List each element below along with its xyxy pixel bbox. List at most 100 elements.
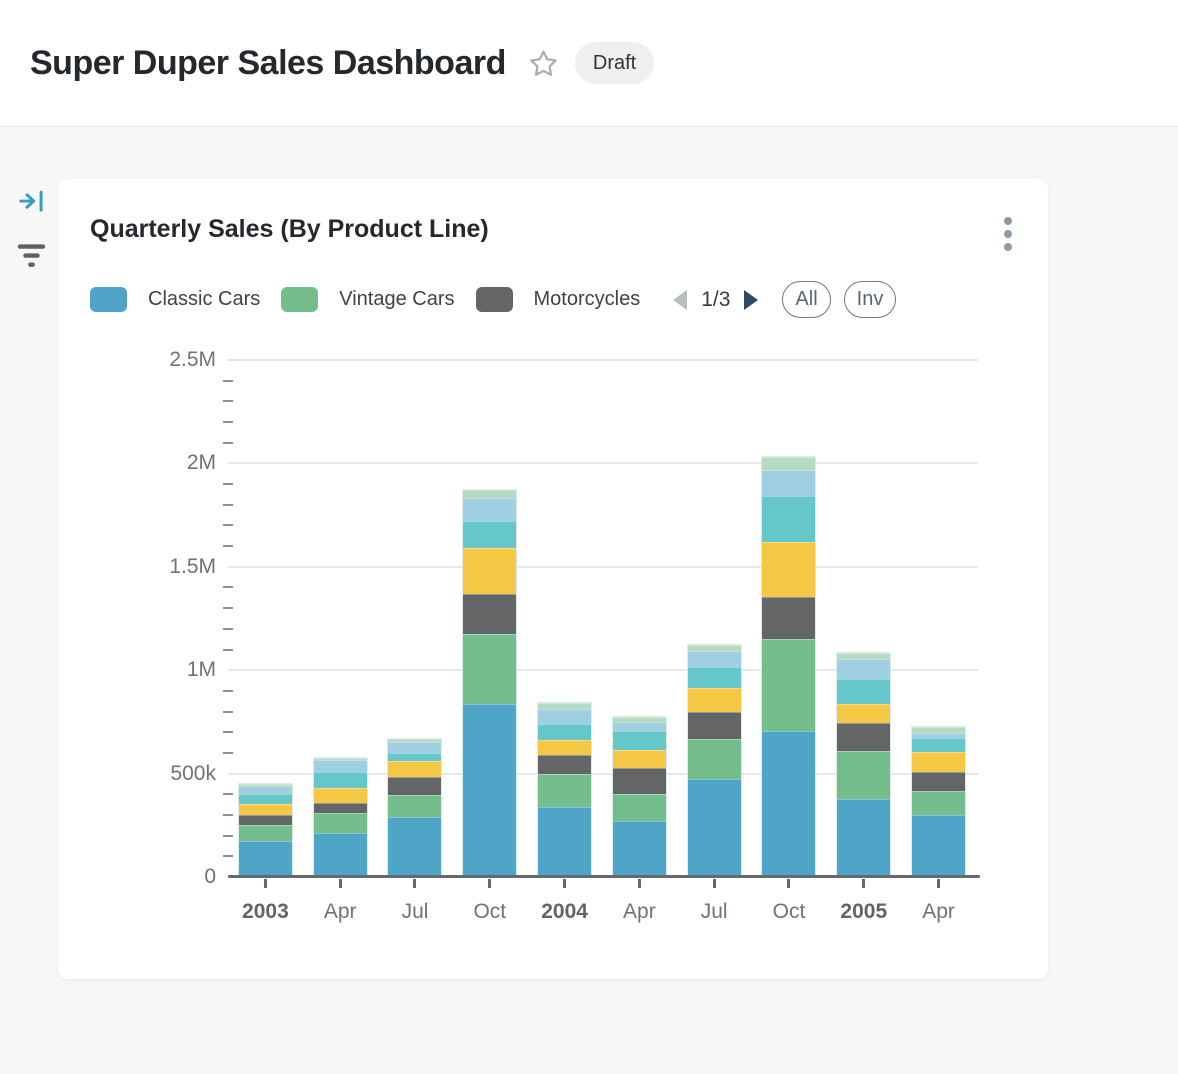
bar-segment[interactable] <box>538 740 592 755</box>
bar-segment[interactable] <box>538 806 592 876</box>
legend-item-2[interactable]: Motorcycles <box>475 287 640 312</box>
bar-segment[interactable] <box>388 739 442 743</box>
bar-segment[interactable] <box>463 497 517 521</box>
x-axis-label: Oct <box>473 900 507 923</box>
x-axis-label: Jul <box>401 900 429 923</box>
bar-segment[interactable] <box>388 761 442 777</box>
bar-segment[interactable] <box>912 726 966 733</box>
bar-segment[interactable] <box>612 721 666 731</box>
legend-next-icon[interactable] <box>744 289 759 310</box>
bar-segment[interactable] <box>612 767 666 794</box>
bar-segment[interactable] <box>837 750 891 799</box>
collapse-panel-icon[interactable] <box>18 187 45 214</box>
bar-segment[interactable] <box>238 803 292 816</box>
bar-segment[interactable] <box>463 703 517 876</box>
y-minor-tick <box>223 834 233 837</box>
bar-segment[interactable] <box>762 457 816 471</box>
legend-pager: 1/3 <box>673 288 759 312</box>
bar-segment[interactable] <box>912 815 966 876</box>
invert-selection-button[interactable]: Inv <box>843 281 897 318</box>
bar-segment[interactable] <box>238 841 292 876</box>
bar-segment[interactable] <box>388 816 442 876</box>
bar-segment[interactable] <box>687 712 741 739</box>
bar-segment[interactable] <box>912 771 966 791</box>
x-axis-label: 2004 <box>541 900 588 923</box>
bar-group: 2003 <box>228 354 303 923</box>
bar-segment[interactable] <box>687 644 741 652</box>
y-minor-tick <box>223 648 233 651</box>
bar-segment[interactable] <box>238 794 292 804</box>
bar-segment[interactable] <box>313 832 367 876</box>
kebab-menu-icon[interactable] <box>1000 209 1016 259</box>
bar-segment[interactable] <box>762 730 816 876</box>
bar-group: Apr <box>303 354 378 923</box>
bar-segment[interactable] <box>912 791 966 815</box>
bar-segment[interactable] <box>313 787 367 803</box>
bar-group: Apr <box>901 354 976 923</box>
bar-segment[interactable] <box>837 798 891 876</box>
stacked-bar <box>462 489 518 877</box>
select-all-button[interactable]: All <box>782 281 831 318</box>
bar-segment[interactable] <box>538 724 592 741</box>
legend-item-1[interactable]: Vintage Cars <box>281 287 455 312</box>
bar-segment[interactable] <box>313 760 367 773</box>
bar-segment[interactable] <box>388 776 442 796</box>
bar-segment[interactable] <box>762 597 816 640</box>
bar-segment[interactable] <box>463 548 517 594</box>
bar-segment[interactable] <box>388 742 442 754</box>
bar-segment[interactable] <box>612 730 666 751</box>
bar-segment[interactable] <box>463 634 517 704</box>
bar-segment[interactable] <box>612 821 666 876</box>
stacked-bar <box>312 756 368 878</box>
bar-segment[interactable] <box>538 708 592 725</box>
bar-segment[interactable] <box>463 593 517 635</box>
bar-segment[interactable] <box>687 666 741 689</box>
bar-segment[interactable] <box>912 752 966 772</box>
bar-segment[interactable] <box>388 753 442 762</box>
bar-segment[interactable] <box>612 716 666 722</box>
bar-segment[interactable] <box>313 757 367 761</box>
bar-segment[interactable] <box>238 785 292 795</box>
y-minor-tick <box>223 855 233 858</box>
bar-segment[interactable] <box>538 702 592 709</box>
bar-segment[interactable] <box>238 824 292 842</box>
bar-segment[interactable] <box>837 653 891 660</box>
bar-segment[interactable] <box>762 496 816 543</box>
bar-segment[interactable] <box>463 490 517 498</box>
legend-item-0[interactable]: Classic Cars <box>90 287 260 312</box>
bar-segment[interactable] <box>463 520 517 549</box>
bar-segment[interactable] <box>612 750 666 768</box>
bar-segment[interactable] <box>687 688 741 713</box>
bar-segment[interactable] <box>837 723 891 751</box>
bar-segment[interactable] <box>612 793 666 822</box>
bar-segment[interactable] <box>238 783 292 786</box>
bar-segment[interactable] <box>687 738 741 780</box>
star-icon[interactable] <box>528 48 559 79</box>
bar-segment[interactable] <box>687 779 741 876</box>
bar-segment[interactable] <box>313 802 367 813</box>
legend-prev-icon[interactable] <box>673 289 688 310</box>
y-minor-tick <box>223 710 233 713</box>
bar-segment[interactable] <box>762 470 816 497</box>
page-title: Super Duper Sales Dashboard <box>30 43 506 82</box>
x-axis-tick <box>712 879 716 888</box>
bar-segment[interactable] <box>313 772 367 788</box>
filter-icon[interactable] <box>17 240 46 270</box>
bar-segment[interactable] <box>538 754 592 774</box>
bar-segment[interactable] <box>388 795 442 817</box>
y-axis-label: 2M <box>186 451 216 475</box>
bar-segment[interactable] <box>912 732 966 739</box>
legend-row: Classic Cars Vintage Cars Motorcycles 1/3 … <box>90 281 1016 318</box>
bar-segment[interactable] <box>837 678 891 705</box>
bar-segment[interactable] <box>837 659 891 679</box>
bar-segment[interactable] <box>912 738 966 753</box>
x-axis-label: Apr <box>623 900 656 923</box>
bar-segment[interactable] <box>238 815 292 825</box>
chart-card: Quarterly Sales (By Product Line) Classi… <box>58 179 1048 979</box>
bar-segment[interactable] <box>837 704 891 724</box>
bar-segment[interactable] <box>313 812 367 833</box>
bar-segment[interactable] <box>538 773 592 807</box>
bar-segment[interactable] <box>762 542 816 598</box>
bar-segment[interactable] <box>762 639 816 731</box>
bar-segment[interactable] <box>687 651 741 667</box>
